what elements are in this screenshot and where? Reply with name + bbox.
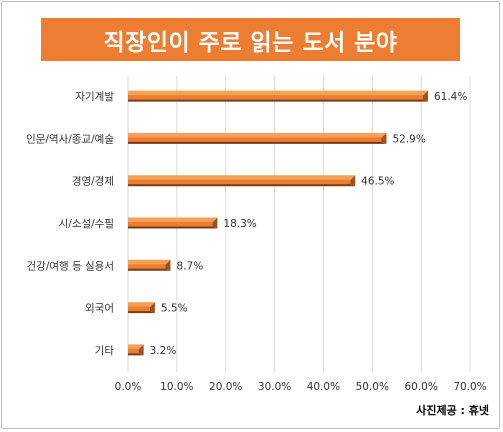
photo-credit: 사진제공 : 휴넷 [416,404,489,417]
x-tick-label: 60.0% [404,381,437,393]
bar-end-cap [422,90,428,102]
bar-bottom-bevel [128,268,171,271]
bar-bottom-bevel [128,99,428,102]
category-label: 건강/여행 등 실용서 [27,260,115,272]
data-label: 18.3% [223,218,256,230]
bar-bottom-bevel [128,226,218,229]
bar-top-bevel [128,132,387,138]
bar [128,137,382,144]
bar-bottom-bevel [128,311,155,314]
chart-title: 직장인이 주로 읽는 도서 분야 [103,29,398,56]
bar-end-cap [381,132,387,144]
bar [128,306,150,313]
bar [128,348,139,355]
x-tick-label: 20.0% [209,381,242,393]
category-label: 시/소설/수필 [59,218,114,230]
bar-end-cap [212,217,218,229]
bar-end-cap [350,175,356,187]
bar [128,264,166,271]
category-label: 경영/경제 [72,175,114,188]
x-tick-label: 10.0% [160,381,193,393]
bar-top-bevel [128,259,171,265]
category-label: 기타 [95,345,115,357]
title-banner: 직장인이 주로 읽는 도서 분야 [41,18,460,61]
bar [128,222,213,228]
bar-end-cap [165,259,171,271]
bar-end-cap [138,344,144,356]
bar-end-cap [149,302,155,314]
bar-top-bevel [128,344,144,350]
data-label: 61.4% [434,91,467,103]
bar-top-bevel [128,302,155,308]
bar [128,179,351,186]
category-label: 자기계발 [75,91,114,103]
data-label: 3.2% [150,345,177,357]
x-tick-label: 70.0% [453,381,486,393]
data-label: 5.5% [161,303,188,315]
category-label: 외국어 [85,303,114,315]
bar-bottom-bevel [128,353,144,356]
category-label: 인문/역사/종교/예술 [26,132,114,145]
bar-top-bevel [128,175,356,181]
bar [128,95,423,102]
data-label: 8.7% [177,260,204,272]
bar-top-bevel [128,90,428,96]
data-label: 52.9% [392,133,425,145]
data-label: 46.5% [361,176,394,188]
bar-bottom-bevel [128,141,387,144]
x-tick-label: 0.0% [115,381,142,393]
bar-bottom-bevel [128,184,356,187]
x-tick-label: 50.0% [356,381,389,393]
x-tick-label: 40.0% [307,381,340,393]
x-tick-label: 30.0% [258,381,291,393]
bar-top-bevel [128,217,218,223]
